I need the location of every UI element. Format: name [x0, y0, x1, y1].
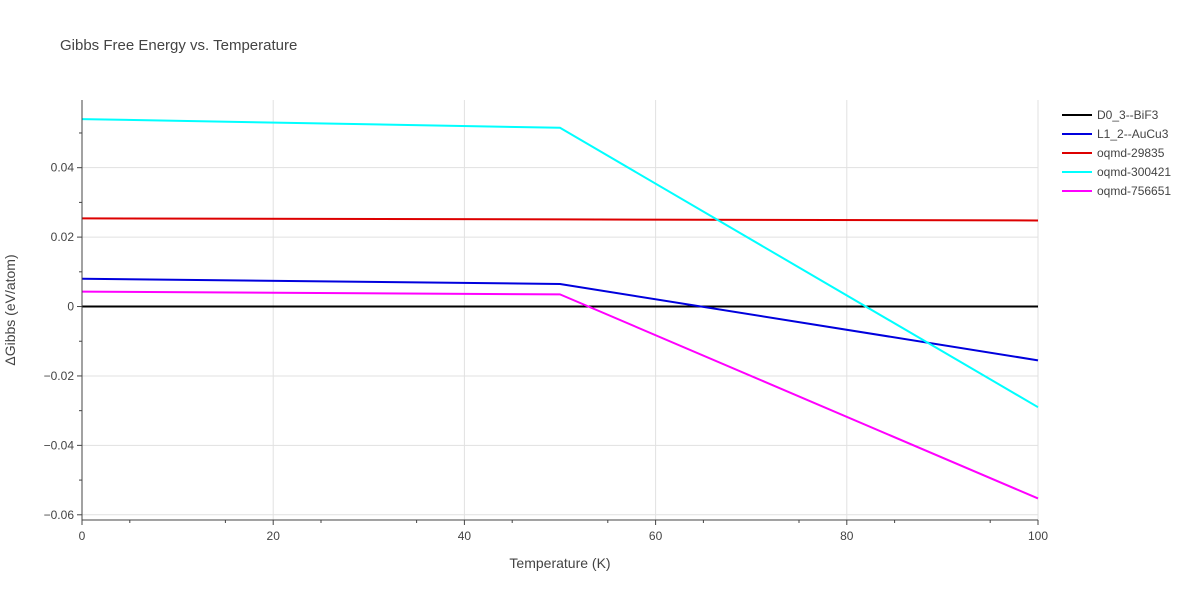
grid-lines [82, 100, 1039, 520]
series-line-oqmd-756651[interactable] [81, 290, 1039, 500]
legend-item[interactable]: oqmd-300421 [1062, 165, 1171, 179]
x-tick-label: 0 [79, 529, 86, 543]
y-axis-title: ΔGibbs (eV/atom) [2, 254, 18, 365]
x-axis-title: Temperature (K) [509, 555, 610, 571]
plot-series [81, 118, 1039, 500]
axes: 0 20 40 60 80 100 −0.06 −0.04 −0.02 0 0.02 0.04 [44, 100, 1048, 543]
series-line-oqmd-300421[interactable] [81, 118, 1039, 409]
x-tick-label: 60 [649, 529, 663, 543]
legend-item[interactable]: D0_3--BiF3 [1062, 108, 1159, 122]
y-tick-label: 0 [67, 300, 74, 314]
x-tick-label: 80 [840, 529, 854, 543]
y-tick-label: −0.02 [44, 369, 75, 383]
series-line-oqmd-29835[interactable] [81, 217, 1039, 222]
chart-title: Gibbs Free Energy vs. Temperature [60, 37, 297, 54]
legend-label: oqmd-29835 [1097, 146, 1165, 160]
legend-item[interactable]: oqmd-756651 [1062, 184, 1171, 198]
legend-label: D0_3--BiF3 [1097, 108, 1159, 122]
y-tick-label: 0.02 [51, 230, 75, 244]
x-tick-label: 40 [458, 529, 472, 543]
series-line-l1-2-aucu3[interactable] [81, 277, 1039, 362]
legend-item[interactable]: L1_2--AuCu3 [1062, 127, 1169, 141]
x-tick-label: 100 [1028, 529, 1048, 543]
legend-label: oqmd-300421 [1097, 165, 1171, 179]
y-tick-label: −0.04 [44, 438, 75, 452]
y-tick-label: −0.06 [44, 508, 75, 522]
x-tick-label: 20 [267, 529, 281, 543]
legend-label: oqmd-756651 [1097, 184, 1171, 198]
y-tick-label: 0.04 [51, 161, 75, 175]
legend[interactable]: D0_3--BiF3 L1_2--AuCu3 oqmd-29835 oqmd-3004… [1062, 108, 1171, 198]
legend-label: L1_2--AuCu3 [1097, 127, 1169, 141]
legend-item[interactable]: oqmd-29835 [1062, 146, 1165, 160]
